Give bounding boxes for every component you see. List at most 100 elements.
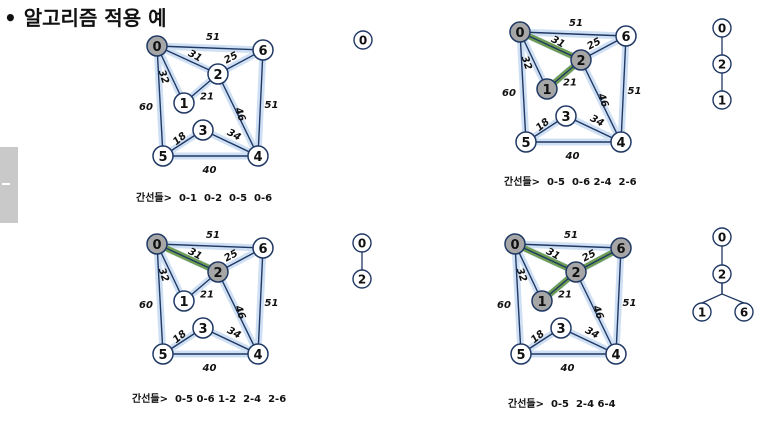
edge-weight-0-6: 51 bbox=[206, 230, 220, 241]
node-label-3: 3 bbox=[198, 124, 207, 139]
edge-weight-0-6: 51 bbox=[569, 18, 583, 29]
node-label-5: 5 bbox=[158, 150, 167, 165]
edge-weight-5-4: 40 bbox=[202, 363, 217, 374]
node-3 bbox=[192, 119, 214, 141]
node-0 bbox=[146, 35, 168, 57]
node-3 bbox=[555, 105, 577, 127]
node-label-2: 2 bbox=[213, 266, 222, 281]
edge-weight-0-5: 60 bbox=[497, 300, 511, 311]
side-tab-mark bbox=[2, 183, 10, 185]
edge-0-6 bbox=[156, 45, 264, 51]
edge-weight-6-4: 51 bbox=[265, 298, 279, 309]
node-6 bbox=[610, 237, 632, 259]
node-1 bbox=[536, 78, 558, 100]
edge-0-2 bbox=[156, 45, 219, 75]
edge-weight-1-2: 21 bbox=[558, 290, 572, 301]
edge-6-4 bbox=[615, 247, 622, 355]
edge-weight-0-6: 51 bbox=[564, 230, 578, 241]
node-2 bbox=[207, 63, 229, 85]
edge-weight-1-2: 21 bbox=[563, 78, 577, 89]
tree-node-0 bbox=[712, 18, 732, 38]
node-label-4: 4 bbox=[611, 348, 620, 363]
edge-2-4 bbox=[217, 271, 259, 355]
node-1 bbox=[173, 290, 195, 312]
side-tab[interactable] bbox=[0, 147, 18, 223]
edge-weight-2-4: 46 bbox=[232, 303, 247, 321]
node-label-6: 6 bbox=[258, 44, 267, 59]
tree-node-label-0: 0 bbox=[718, 22, 726, 36]
edge-0-6 bbox=[156, 243, 264, 249]
tree-node-2 bbox=[712, 54, 732, 74]
node-2 bbox=[570, 49, 592, 71]
tree-node-1 bbox=[692, 302, 712, 322]
node-4 bbox=[610, 131, 632, 153]
tree-node-label-0: 0 bbox=[718, 231, 726, 245]
node-label-6: 6 bbox=[621, 30, 630, 45]
edge-weight-6-4: 51 bbox=[628, 86, 642, 97]
tree-node-1 bbox=[712, 90, 732, 110]
node-label-4: 4 bbox=[616, 136, 625, 151]
tree-node-label-0: 0 bbox=[359, 34, 367, 48]
node-label-3: 3 bbox=[198, 322, 207, 337]
caption-panel-2: 간선들> 0-5 0-6 2-4 2-6 bbox=[504, 177, 637, 188]
caption-panel-4: 간선들> 0-5 2-4 6-4 bbox=[508, 399, 616, 410]
node-1 bbox=[173, 92, 195, 114]
node-label-4: 4 bbox=[253, 348, 262, 363]
mst-tree-4: 0 2 1 6 bbox=[692, 227, 754, 322]
caption-panel-1: 간선들> 0-1 0-2 0-5 0-6 bbox=[136, 193, 273, 204]
node-label-3: 3 bbox=[556, 322, 565, 337]
edge-weight-2-4: 46 bbox=[595, 91, 610, 109]
edge-2-4 bbox=[580, 59, 622, 143]
tree-node-6 bbox=[734, 302, 754, 322]
node-label-6: 6 bbox=[258, 242, 267, 257]
tree-node-label-0: 0 bbox=[358, 237, 366, 251]
mst-tree-3: 02 bbox=[352, 233, 372, 289]
node-0 bbox=[504, 233, 526, 255]
edge-0-5 bbox=[514, 243, 522, 355]
edge-weight-6-4: 51 bbox=[265, 100, 279, 111]
node-4 bbox=[605, 343, 627, 365]
node-label-2: 2 bbox=[571, 266, 580, 281]
mst-tree-2: 0 2 1 bbox=[712, 18, 732, 110]
edge-weight-2-4: 46 bbox=[590, 303, 605, 321]
node-5 bbox=[515, 131, 537, 153]
edge-weight-0-5: 60 bbox=[139, 102, 153, 113]
edge-weight-1-2: 21 bbox=[200, 92, 214, 103]
tree-edge-2-6 bbox=[721, 283, 745, 304]
edge-weight-1-2: 21 bbox=[200, 290, 214, 301]
page-title: • 알고리즘 적용 예 bbox=[4, 6, 167, 30]
mst-tree-1: 0 bbox=[353, 30, 373, 50]
tree-node-label-2: 2 bbox=[718, 268, 726, 282]
node-label-6: 6 bbox=[616, 242, 625, 257]
node-label-1: 1 bbox=[179, 97, 188, 112]
caption-panel-3: 간선들> 0-5 0-6 1-2 2-4 2-6 bbox=[132, 394, 287, 405]
node-label-1: 1 bbox=[542, 83, 551, 98]
node-4 bbox=[247, 145, 269, 167]
tree-node-2 bbox=[712, 264, 732, 284]
edge-2-4 bbox=[575, 271, 617, 355]
node-6 bbox=[252, 39, 274, 61]
node-0 bbox=[146, 233, 168, 255]
tree-node-2 bbox=[352, 269, 372, 289]
node-label-2: 2 bbox=[213, 68, 222, 83]
edge-weight-5-4: 40 bbox=[202, 165, 217, 176]
tree-node-label-2: 2 bbox=[358, 273, 366, 287]
node-3 bbox=[192, 317, 214, 339]
node-label-5: 5 bbox=[158, 348, 167, 363]
node-label-5: 5 bbox=[521, 136, 530, 151]
node-label-4: 4 bbox=[253, 150, 262, 165]
node-label-1: 1 bbox=[537, 295, 546, 310]
node-5 bbox=[152, 145, 174, 167]
edge-0-5 bbox=[519, 31, 527, 143]
edge-weight-2-4: 46 bbox=[232, 105, 247, 123]
tree-node-0 bbox=[712, 227, 732, 247]
node-label-0: 0 bbox=[152, 40, 161, 55]
tree-edge-2-1 bbox=[701, 283, 723, 304]
node-label-2: 2 bbox=[576, 54, 585, 69]
node-5 bbox=[152, 343, 174, 365]
edge-6-4 bbox=[257, 247, 264, 355]
node-label-0: 0 bbox=[152, 238, 161, 253]
edge-2-4 bbox=[217, 73, 259, 157]
